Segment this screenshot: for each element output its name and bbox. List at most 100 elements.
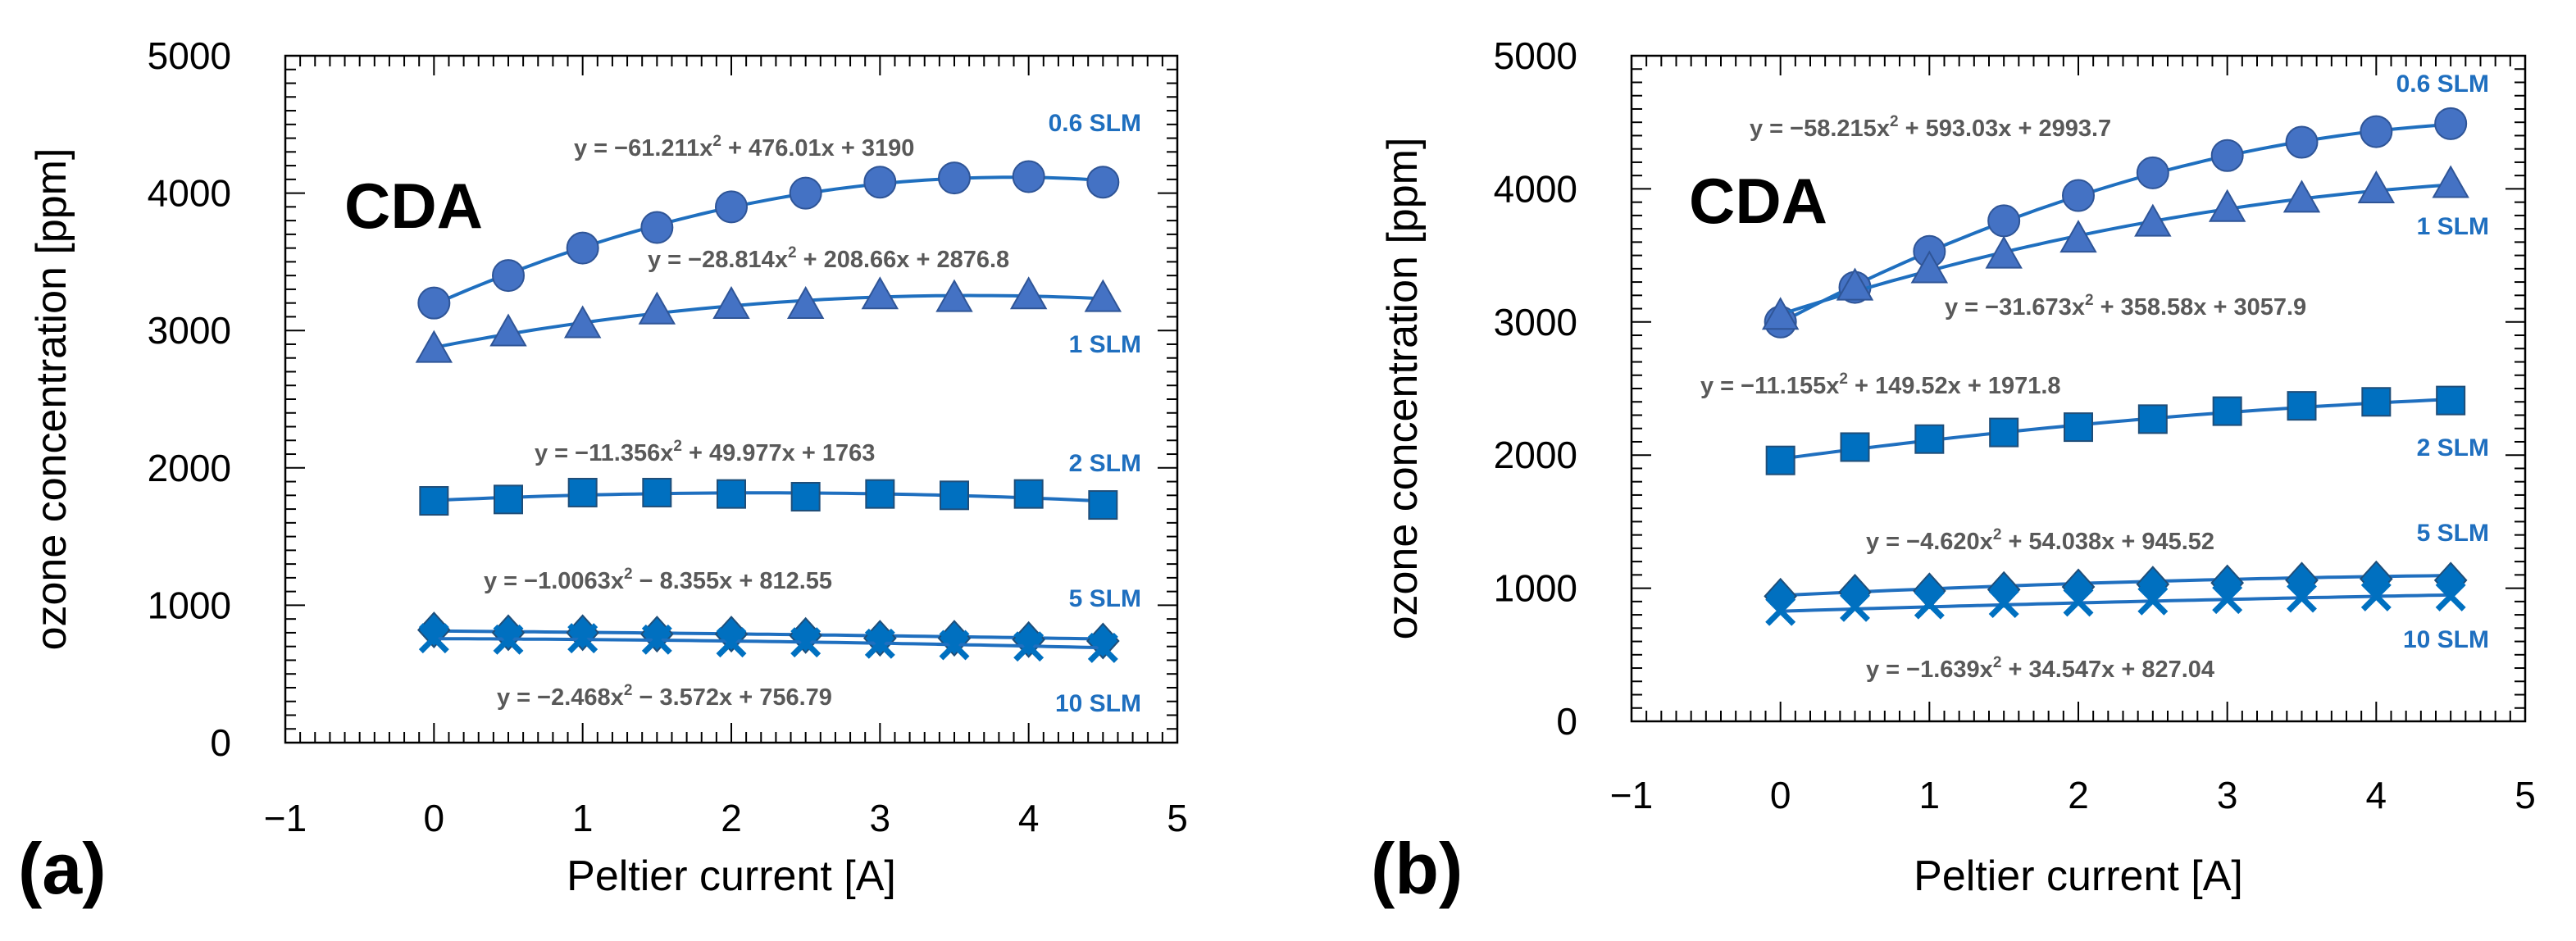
data-point	[861, 276, 899, 310]
data-point	[940, 480, 969, 511]
series-label: 1 SLM	[2417, 213, 2489, 240]
fit-equation-part: y = −61.211x	[574, 135, 712, 161]
series-label: 10 SLM	[2403, 626, 2489, 653]
data-point	[865, 479, 895, 509]
data-point	[2434, 107, 2468, 140]
data-point	[1914, 589, 1945, 620]
y-tick-label: 1000	[148, 584, 231, 626]
data-point	[567, 477, 598, 507]
fit-line	[433, 293, 1104, 349]
series-10-slm: 10 SLM y = −2.468x2 − 3.572x + 756.79	[418, 623, 1141, 717]
data-point	[2212, 584, 2243, 615]
fit-line	[434, 491, 1104, 503]
data-point	[1985, 235, 2023, 269]
fit-equation: y = −1.0063x2 − 8.355x + 812.55	[484, 566, 832, 594]
fit-equation-part: y = −1.639x	[1866, 657, 1993, 683]
data-point	[2285, 125, 2319, 159]
fit-equation-part: y = −4.620x	[1866, 529, 1993, 555]
fit-equation: y = −28.814x2 + 208.66x + 2876.8	[648, 244, 1009, 273]
fit-equation: y = −4.620x2 + 54.038x + 945.52	[1866, 526, 2214, 555]
series-label: 0.6 SLM	[1049, 110, 1141, 137]
data-point	[1765, 445, 1795, 475]
y-tick-label: 3000	[1494, 301, 1577, 343]
fit-equation-rest: + 208.66x + 2876.8	[797, 247, 1010, 273]
data-point	[2435, 580, 2466, 611]
y-tick-label: 2000	[1494, 434, 1577, 476]
panel-letter: (a)	[18, 828, 107, 909]
data-point	[712, 286, 750, 320]
series-label: 1 SLM	[1069, 331, 1141, 358]
data-point	[2360, 580, 2392, 611]
fit-equation-rest: + 34.547x + 827.04	[2001, 657, 2214, 683]
data-point	[638, 291, 676, 325]
data-point	[2360, 115, 2393, 148]
y-axis-title: ozone concentration [ppm]	[28, 148, 75, 651]
data-point	[2063, 586, 2094, 617]
data-point	[1009, 276, 1048, 310]
fit-equation: y = −1.639x2 + 34.547x + 827.04	[1866, 654, 2214, 683]
data-point	[935, 279, 973, 312]
fit-line	[433, 175, 1104, 307]
fit-equation-part: y = −2.468x	[497, 684, 624, 711]
x-tick-label: 1	[572, 797, 594, 839]
y-tick-label: 0	[210, 721, 231, 764]
panel-a: −1 0 1 2 3 4 5 0 1000 2000 3000 4000 5000 Peltier cur…	[18, 34, 1188, 909]
data-point	[418, 623, 449, 654]
data-point	[1836, 267, 1874, 301]
data-point	[864, 628, 895, 659]
x-tick-label: −1	[264, 797, 307, 839]
x-tick-label: 2	[721, 797, 742, 839]
data-point	[642, 477, 672, 507]
data-point	[716, 627, 747, 658]
x-tick-label: 4	[2366, 774, 2387, 816]
fit-line	[1780, 398, 2451, 461]
fit-equation: y = −31.673x2 + 358.58x + 3057.9	[1945, 292, 2306, 320]
fit-equation-exp: 2	[624, 682, 633, 699]
data-point	[2432, 165, 2469, 198]
data-point	[1987, 204, 2021, 238]
fit-equation-exp: 2	[788, 244, 797, 261]
data-point	[2137, 584, 2169, 616]
data-point	[1988, 587, 2019, 618]
data-point	[717, 479, 746, 509]
fit-equation-part: y = −11.155x	[1700, 373, 1839, 399]
fit-equation-exp: 2	[2085, 292, 2094, 309]
series-label: 2 SLM	[1069, 450, 1141, 477]
data-point	[639, 616, 674, 653]
axis-ticks	[1631, 55, 2526, 722]
data-point	[2285, 561, 2319, 599]
series-label: 10 SLM	[1055, 690, 1141, 717]
data-point	[790, 627, 821, 658]
data-point	[2136, 156, 2169, 189]
x-tick-label: 3	[870, 797, 891, 839]
data-point	[1012, 160, 1045, 193]
data-point	[1840, 591, 1870, 622]
fit-line	[434, 637, 1104, 650]
data-point	[1910, 250, 1949, 284]
series-label: 5 SLM	[1069, 585, 1141, 612]
data-point	[2287, 391, 2317, 421]
data-point	[786, 286, 825, 320]
series-1-slm: 1 SLM y = −31.673x2 + 358.58x + 3057.9	[1761, 165, 2489, 330]
y-tick-label: 5000	[148, 34, 231, 77]
cda-annotation: CDA	[1689, 165, 1827, 237]
fit-equation-part: y = −31.673x	[1945, 294, 2085, 320]
panel-b: −1 0 1 2 3 4 5 0 1000 2000 3000 4000 5000 Peltier cur…	[1371, 34, 2536, 909]
x-tick-label: 0	[1770, 774, 1791, 816]
x-tick-label: −1	[1610, 774, 1653, 816]
data-point	[1084, 279, 1122, 312]
x-tick-label: 0	[424, 797, 445, 839]
data-point	[2208, 189, 2246, 222]
y-tick-label: 0	[1556, 700, 1577, 743]
fit-equation-rest: + 49.977x + 1763	[682, 440, 875, 466]
fit-equation-part: y = −1.0063x	[484, 568, 624, 594]
y-tick-label: 2000	[148, 447, 231, 489]
fit-equation-part: y = −28.814x	[648, 247, 788, 273]
data-point	[489, 313, 527, 347]
data-point	[567, 623, 598, 654]
data-point	[789, 176, 822, 210]
data-point	[938, 161, 971, 195]
data-point	[566, 231, 599, 265]
data-point	[1013, 631, 1045, 662]
